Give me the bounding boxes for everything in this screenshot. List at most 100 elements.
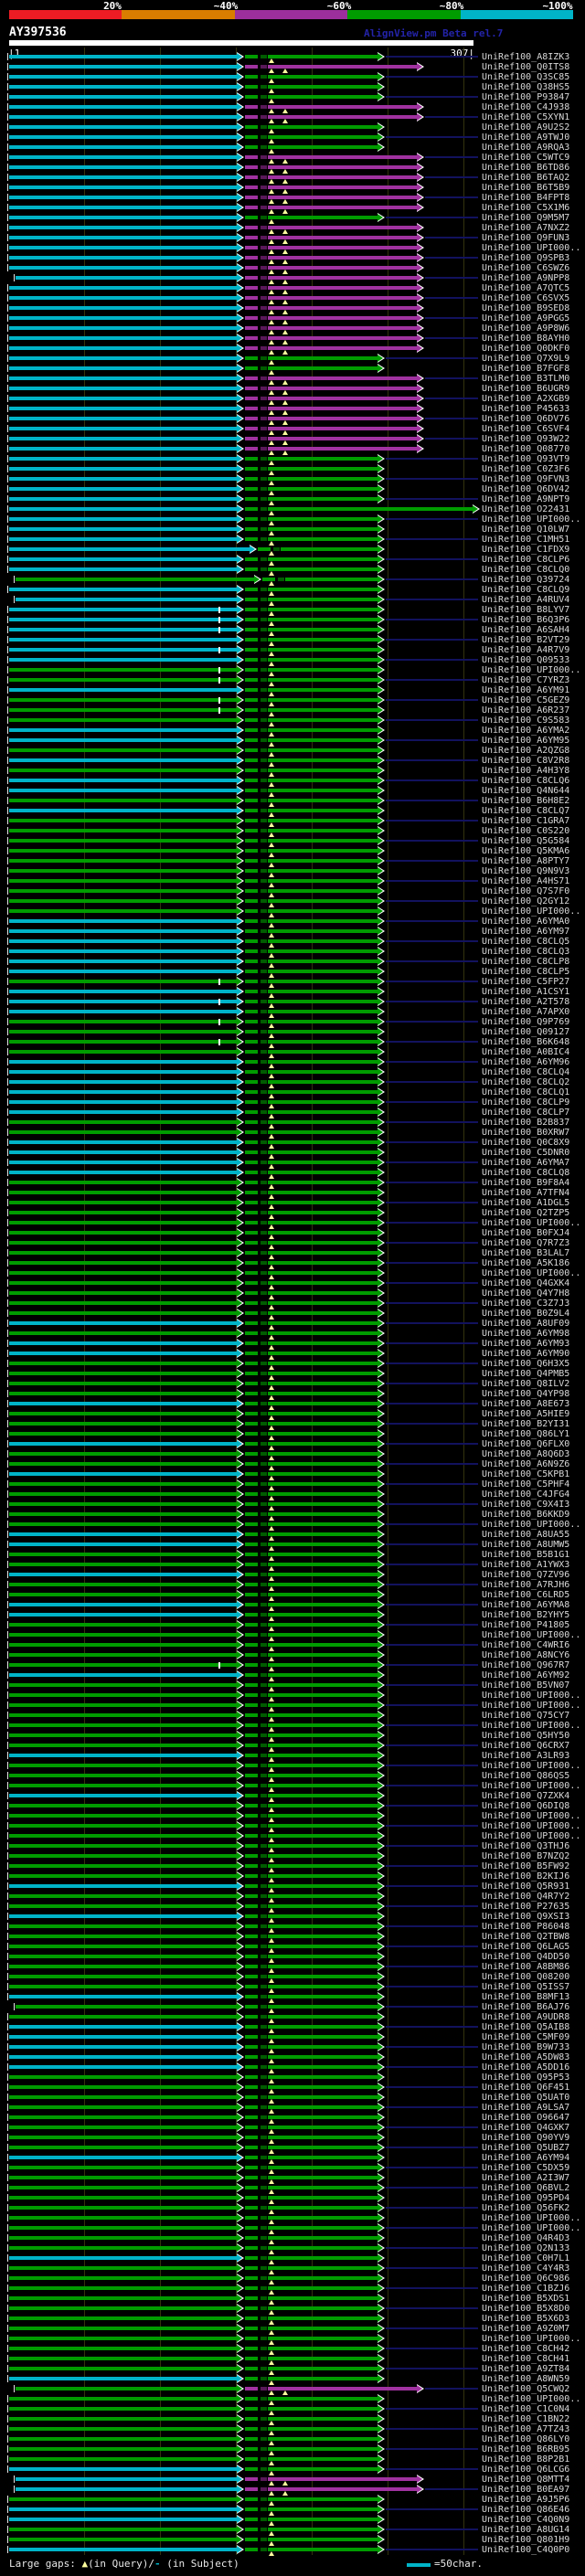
hit-bar-segment[interactable] <box>9 487 237 491</box>
hit-bar-segment[interactable] <box>260 2467 267 2471</box>
hit-label[interactable]: UniRef100_Q6CRX7 <box>482 1741 570 1751</box>
hit-bar-segment[interactable] <box>267 1261 378 1265</box>
hit-bar-segment[interactable] <box>260 1442 267 1446</box>
hit-bar-segment[interactable] <box>260 1181 267 1184</box>
hit-bar-segment[interactable] <box>267 879 378 883</box>
hit-row[interactable]: UniRef100_O96647 <box>0 2113 585 2124</box>
hit-row[interactable]: UniRef100_C8CLQ5 <box>0 937 585 948</box>
hit-bar-segment[interactable] <box>244 346 258 350</box>
hit-bar-segment[interactable] <box>9 256 237 260</box>
hit-label[interactable]: UniRef100_A4HS71 <box>482 876 570 886</box>
hit-bar-segment[interactable] <box>9 196 237 199</box>
hit-bar-segment[interactable] <box>244 2306 258 2310</box>
hit-bar-segment[interactable] <box>260 839 267 843</box>
hit-label[interactable]: UniRef100_A8PTY7 <box>482 856 570 866</box>
hit-bar-segment[interactable] <box>9 2085 237 2089</box>
hit-row[interactable]: UniRef100_Q5HY50 <box>0 1731 585 1742</box>
hit-bar-segment[interactable] <box>9 668 237 672</box>
hit-label[interactable]: UniRef100_C9X4I3 <box>482 1500 570 1510</box>
hit-bar-segment[interactable] <box>273 547 281 551</box>
hit-bar-segment[interactable] <box>9 779 237 782</box>
hit-bar-segment[interactable] <box>267 2407 378 2411</box>
hit-bar-segment[interactable] <box>244 1522 258 1526</box>
hit-bar-segment[interactable] <box>267 1452 378 1456</box>
hit-bar-segment[interactable] <box>244 970 258 973</box>
hit-bar-segment[interactable] <box>9 1804 237 1807</box>
hit-bar-segment[interactable] <box>9 1583 237 1586</box>
hit-bar-segment[interactable] <box>9 2266 237 2270</box>
hit-bar-segment[interactable] <box>260 2337 267 2340</box>
hit-bar-segment[interactable] <box>260 829 267 832</box>
hit-bar-segment[interactable] <box>9 738 237 742</box>
hit-bar-segment[interactable] <box>9 2186 237 2189</box>
hit-row[interactable]: UniRef100_Q9P769 <box>0 1017 585 1028</box>
hit-bar-segment[interactable] <box>267 1372 378 1375</box>
hit-bar-segment[interactable] <box>267 2497 378 2501</box>
hit-label[interactable]: UniRef100_C8CLP5 <box>482 967 570 977</box>
hit-bar-segment[interactable] <box>9 1372 237 1375</box>
hit-bar-segment[interactable] <box>9 2407 237 2411</box>
hit-bar-segment[interactable] <box>9 206 237 209</box>
hit-bar-segment[interactable] <box>260 2518 267 2521</box>
hit-bar-segment[interactable] <box>260 1281 267 1285</box>
hit-row[interactable]: UniRef100_C5PHF4 <box>0 1479 585 1490</box>
hit-label[interactable]: UniRef100_C8CLP8 <box>482 957 570 967</box>
hit-label[interactable]: UniRef100_UPI000.. <box>482 1218 581 1228</box>
hit-label[interactable]: UniRef100_B4FPT8 <box>482 193 570 203</box>
hit-bar-segment[interactable] <box>260 1352 267 1355</box>
hit-row[interactable]: UniRef100_C8CLP8 <box>0 957 585 968</box>
hit-bar-segment[interactable] <box>9 970 237 973</box>
hit-bar-segment[interactable] <box>267 1321 378 1325</box>
hit-bar-segment[interactable] <box>267 1140 378 1144</box>
hit-bar-segment[interactable] <box>244 638 258 641</box>
hit-bar-segment[interactable] <box>260 1060 267 1064</box>
hit-bar-segment[interactable] <box>9 2367 237 2370</box>
hit-bar-segment[interactable] <box>9 2337 237 2340</box>
hit-bar-segment[interactable] <box>244 2407 258 2411</box>
hit-bar-segment[interactable] <box>260 1070 267 1074</box>
hit-bar-segment[interactable] <box>260 1140 267 1144</box>
hit-row[interactable]: UniRef100_Q4N644 <box>0 786 585 797</box>
hit-bar-segment[interactable] <box>9 2417 237 2421</box>
hit-row[interactable]: UniRef100_A1DGL5 <box>0 1198 585 1209</box>
hit-bar-segment[interactable] <box>244 1653 258 1657</box>
hit-bar-segment[interactable] <box>9 909 237 913</box>
hit-label[interactable]: UniRef100_C8CLQ1 <box>482 1087 570 1097</box>
hit-row[interactable]: UniRef100_Q38HS5 <box>0 82 585 93</box>
hit-bar-segment[interactable] <box>9 899 237 903</box>
hit-bar-segment[interactable] <box>9 789 237 792</box>
hit-bar-segment[interactable] <box>260 1673 267 1677</box>
hit-bar-segment[interactable] <box>9 799 237 802</box>
hit-bar-segment[interactable] <box>244 2035 258 2039</box>
hit-label[interactable]: UniRef100_B2YHY5 <box>482 1610 570 1620</box>
hit-bar-segment[interactable] <box>244 990 258 993</box>
hit-bar-segment[interactable] <box>260 417 267 420</box>
hit-bar-segment[interactable] <box>244 135 258 139</box>
hit-bar-segment[interactable] <box>244 2045 258 2049</box>
hit-bar-segment[interactable] <box>260 1914 267 1918</box>
hit-label[interactable]: UniRef100_B0FXJ4 <box>482 1228 570 1238</box>
hit-bar-segment[interactable] <box>267 497 378 501</box>
hit-bar-segment[interactable] <box>244 718 258 722</box>
hit-row[interactable]: UniRef100_C5GEZ9 <box>0 695 585 706</box>
hit-bar-segment[interactable] <box>9 698 237 702</box>
hit-bar-segment[interactable] <box>267 1040 378 1044</box>
hit-label[interactable]: UniRef100_B5X6D3 <box>482 2314 570 2324</box>
hit-bar-segment[interactable] <box>267 1281 378 1285</box>
hit-bar-segment[interactable] <box>260 748 267 752</box>
hit-label[interactable]: UniRef100_B9F8A4 <box>482 1178 570 1188</box>
hit-label[interactable]: UniRef100_Q6DV76 <box>482 414 570 424</box>
hit-bar-segment[interactable] <box>9 1633 237 1637</box>
hit-bar-segment[interactable] <box>244 1733 258 1737</box>
hit-row[interactable]: UniRef100_A9LSA7 <box>0 2103 585 2114</box>
hit-bar-segment[interactable] <box>9 929 237 933</box>
hit-bar-segment[interactable] <box>260 236 267 239</box>
hit-bar-segment[interactable] <box>244 2387 258 2390</box>
hit-row[interactable]: UniRef100_B2YHY5 <box>0 1610 585 1621</box>
hit-row[interactable]: UniRef100_Q4GXK4 <box>0 1278 585 1289</box>
hit-bar-segment[interactable] <box>267 1573 378 1576</box>
hit-bar-segment[interactable] <box>9 216 237 219</box>
hit-bar-segment[interactable] <box>267 216 378 219</box>
hit-bar-segment[interactable] <box>267 2216 378 2220</box>
hit-bar-segment[interactable] <box>9 1754 237 1757</box>
